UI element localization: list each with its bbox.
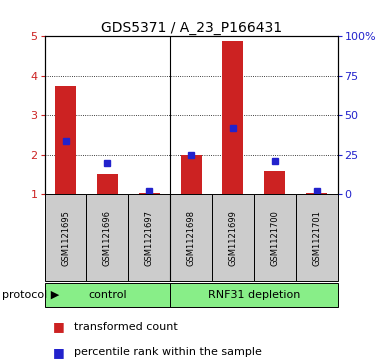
Bar — [139, 193, 160, 194]
Bar — [97, 175, 118, 194]
Bar — [306, 193, 327, 194]
Bar — [170, 283, 338, 307]
Text: GSM1121697: GSM1121697 — [145, 210, 154, 266]
Bar — [45, 194, 87, 281]
Bar — [170, 194, 212, 281]
Text: GSM1121696: GSM1121696 — [103, 210, 112, 266]
Text: transformed count: transformed count — [74, 322, 177, 332]
Bar — [264, 171, 285, 194]
Bar — [45, 283, 170, 307]
Text: protocol ▶: protocol ▶ — [2, 290, 59, 300]
Bar — [55, 86, 76, 194]
Text: GSM1121695: GSM1121695 — [61, 210, 70, 266]
Bar — [212, 194, 254, 281]
Text: ■: ■ — [52, 320, 64, 333]
Text: GSM1121698: GSM1121698 — [187, 210, 196, 266]
Bar — [254, 194, 296, 281]
Bar — [296, 194, 338, 281]
Bar — [222, 41, 243, 194]
Bar — [128, 194, 170, 281]
Text: GSM1121701: GSM1121701 — [312, 210, 321, 266]
Bar — [87, 194, 128, 281]
Text: control: control — [88, 290, 127, 300]
Text: percentile rank within the sample: percentile rank within the sample — [74, 347, 262, 357]
Text: GSM1121699: GSM1121699 — [229, 210, 237, 266]
Text: ■: ■ — [52, 346, 64, 359]
Text: GSM1121700: GSM1121700 — [270, 210, 279, 266]
Bar — [181, 155, 201, 194]
Text: RNF31 depletion: RNF31 depletion — [208, 290, 300, 300]
Title: GDS5371 / A_23_P166431: GDS5371 / A_23_P166431 — [100, 21, 282, 35]
